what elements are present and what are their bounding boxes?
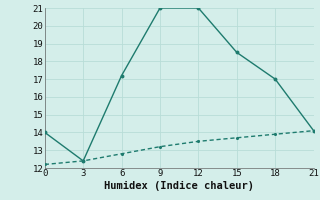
X-axis label: Humidex (Indice chaleur): Humidex (Indice chaleur) — [104, 181, 254, 191]
